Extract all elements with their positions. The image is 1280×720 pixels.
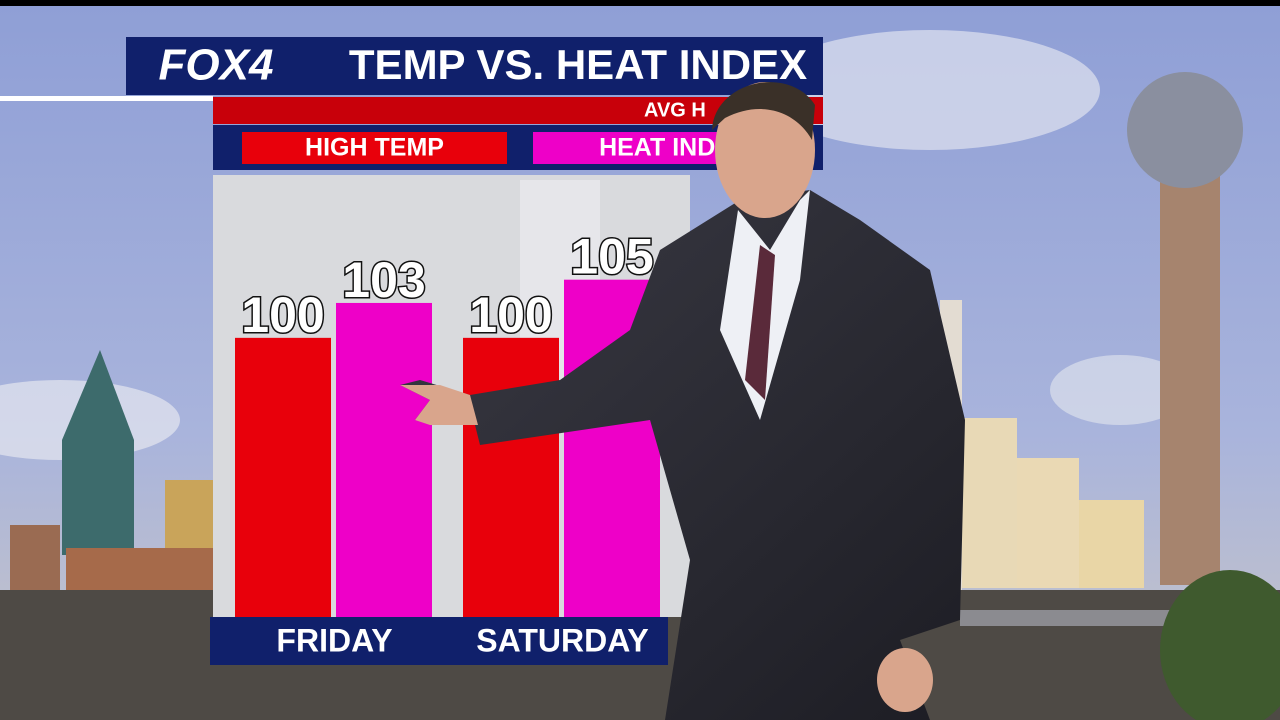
header-rule [0,96,213,101]
top-border [0,0,1280,6]
logo: FOX4 [159,41,274,90]
legend-label: HIGH TEMP [305,134,444,162]
building [165,480,215,560]
cloud [1050,355,1190,425]
presenter [400,82,965,720]
left-hand [877,648,933,712]
suit [400,190,965,720]
reunion-tower-ball [1127,72,1243,188]
building [1079,500,1144,588]
building [62,350,134,555]
plot: HIGH TEMP HEAT INDE 100 103 FRIDAY 100 105 SATU… [235,132,798,658]
cloud [760,30,1100,150]
chart-title: TEMP VS. HEAT INDEX [349,41,807,88]
overpass [960,610,1170,626]
category-label: SATURDAY [476,622,648,658]
hair [712,82,815,140]
tie [745,245,775,400]
value-label: 105 [570,229,653,285]
value-label: 100 [241,287,324,343]
header-band [126,37,823,95]
category-label: FRIDAY [276,622,392,658]
hand [400,385,478,425]
building [962,418,1017,588]
category-band [210,617,668,665]
subtitle: AVG H [644,99,706,121]
bar [463,337,559,617]
bar [235,337,331,617]
bar [336,302,432,617]
value-label: 103 [342,252,425,308]
legend-label: HEAT INDE [599,134,732,162]
tree [1160,570,1280,720]
reunion-tower [1160,170,1220,585]
value-label: 100 [469,287,552,343]
building [1017,458,1079,588]
legend-swatch [242,132,507,164]
